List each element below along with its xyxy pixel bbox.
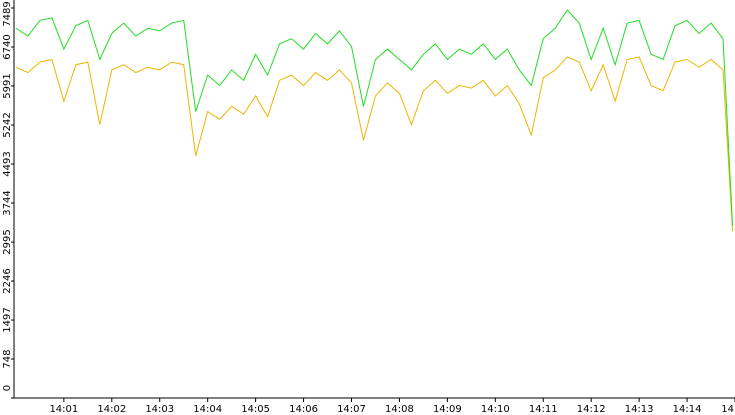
x-tick-label: 14:10: [481, 404, 510, 415]
x-tick-label: 14:04: [193, 404, 222, 415]
y-tick-label: 1497: [2, 307, 13, 332]
x-tick-label: 14:11: [529, 404, 558, 415]
x-tick-label: 14:12: [577, 404, 606, 415]
x-tick-label: 14:08: [385, 404, 414, 415]
x-tick-label: 14:14: [673, 404, 702, 415]
y-tick-label: 7489: [2, 1, 13, 26]
y-tick-label: 5242: [2, 112, 13, 137]
x-tick-label: 14: [721, 404, 734, 415]
x-tick-label: 14:02: [97, 404, 126, 415]
y-tick-label: 748: [2, 350, 13, 369]
series-line: [15, 56, 734, 232]
y-tick-label: 0: [2, 385, 13, 391]
y-tick-label: 3744: [2, 190, 13, 215]
x-tick-label: 14:13: [625, 404, 654, 415]
x-tick-label: 14:06: [289, 404, 318, 415]
x-tick-label: 14:03: [145, 404, 174, 415]
x-tick-label: 14:09: [433, 404, 462, 415]
y-tick-label: 2995: [2, 229, 13, 254]
y-tick-label: 2246: [2, 268, 13, 293]
y-tick-label: 4493: [2, 151, 13, 176]
y-tick-label: 5991: [2, 73, 13, 98]
y-tick-label: 6740: [2, 34, 13, 59]
x-tick-label: 14:01: [49, 404, 78, 415]
x-tick-label: 14:07: [337, 404, 366, 415]
series-line: [15, 9, 734, 227]
x-tick-label: 14:05: [241, 404, 270, 415]
